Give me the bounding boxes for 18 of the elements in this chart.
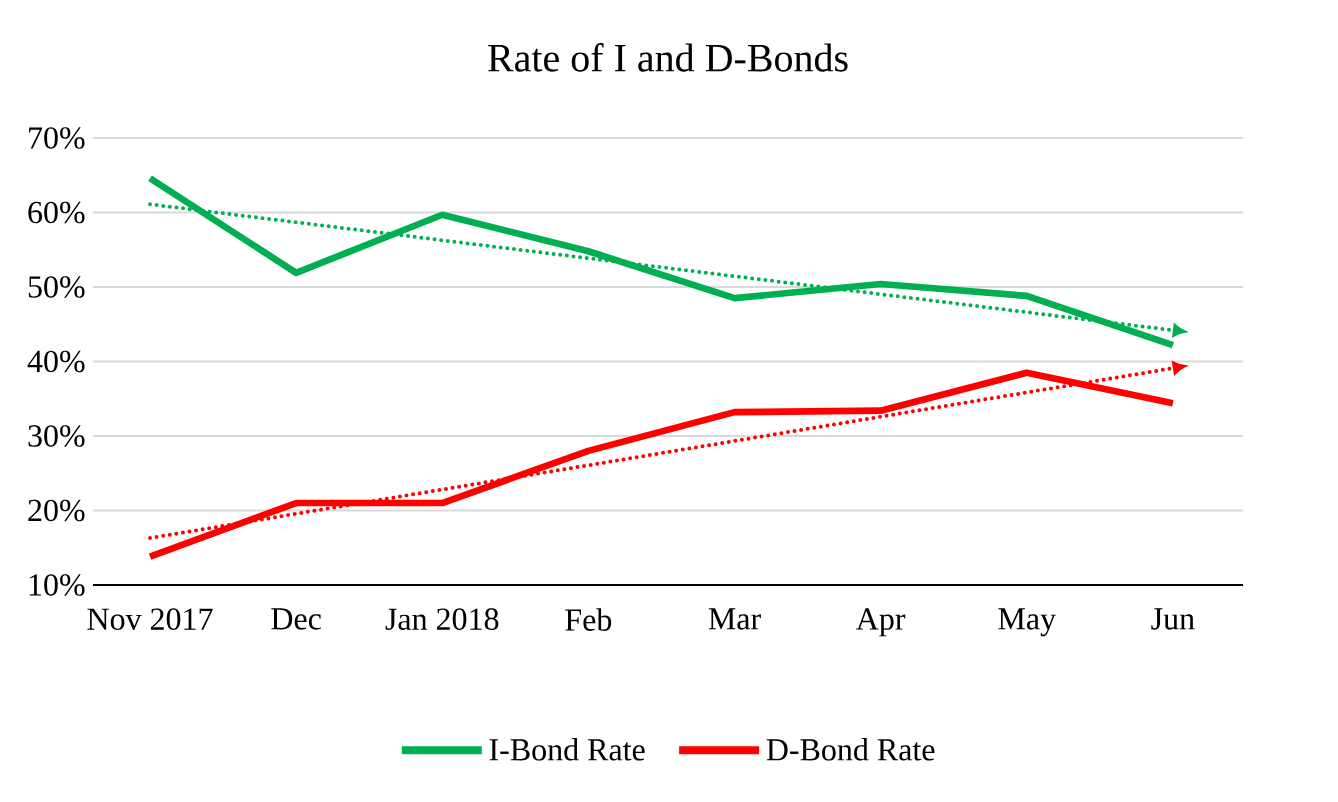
x-tick-label: May (998, 608, 1056, 637)
x-tick-label: Feb (565, 608, 612, 631)
y-tick-label: 60% (28, 201, 85, 224)
x-tick-label: Nov 2017 (87, 608, 213, 630)
x-tick-label: Dec (271, 608, 321, 630)
x-tick-label: Mar (708, 608, 761, 630)
x-tick-label: Jan 2018 (385, 608, 499, 630)
legend-label: D-Bond Rate (766, 738, 935, 761)
legend-label: I-Bond Rate (489, 738, 645, 761)
y-tick-label: 20% (28, 499, 85, 522)
y-tick-label: 10% (29, 574, 85, 596)
chart-title: Rate of I and D-Bonds (488, 43, 848, 72)
y-tick-label: 30% (28, 425, 85, 447)
y-tick-label: 50% (28, 276, 85, 298)
y-tick-label: 70% (29, 127, 85, 149)
x-tick-label: Jun (1151, 608, 1195, 630)
x-tick-label: Apr (856, 608, 906, 637)
y-tick-label: 40% (27, 350, 85, 373)
